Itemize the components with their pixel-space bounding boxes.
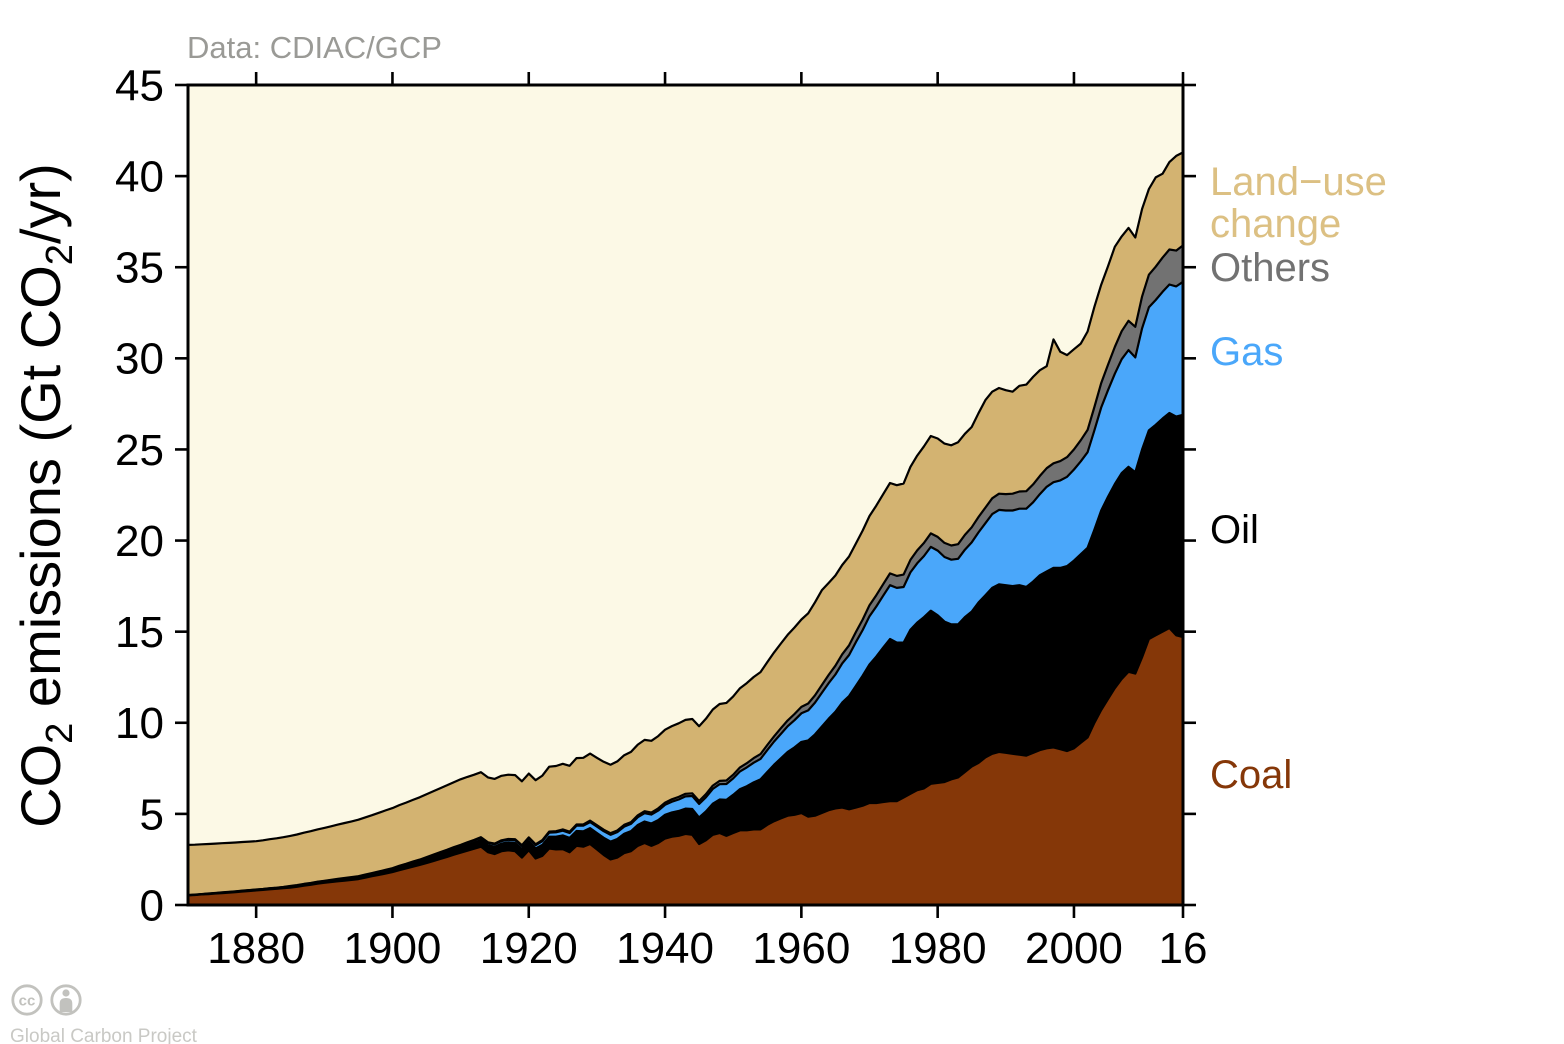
y-tick-label: 40 [115, 153, 164, 202]
x-tick-label: 1920 [480, 924, 578, 973]
svg-text:cc: cc [19, 992, 36, 1009]
area-gas [188, 281, 1183, 896]
attribution-icon [50, 984, 82, 1016]
x-tick-label: 1900 [344, 924, 442, 973]
y-tick-label: 5 [140, 790, 164, 839]
credit-text: Global Carbon Project [10, 1026, 197, 1044]
legend-label-coal: Coal [1210, 753, 1293, 798]
license-footer: cc Global Carbon Project [10, 982, 310, 1044]
cc-icon: cc [11, 984, 43, 1016]
y-tick-label: 25 [115, 426, 164, 475]
legend-label-land-use-change: Land−use change [1210, 161, 1387, 245]
area-coal [188, 628, 1183, 905]
y-tick-label: 35 [115, 244, 164, 293]
y-tick-label: 15 [115, 608, 164, 657]
x-tick-label: 2000 [1025, 924, 1123, 973]
x-tick-label: 1940 [616, 924, 714, 973]
data-source-label: Data: CDIAC/GCP [187, 30, 442, 65]
area-oil [188, 413, 1183, 896]
legend-label-others: Others [1210, 245, 1331, 290]
y-tick-label: 30 [115, 335, 164, 384]
legend-label-line: Land−use [1210, 159, 1387, 204]
boundary-coal [187, 626, 1184, 897]
y-tick-label: 10 [115, 699, 164, 748]
x-tick-label: 16 [1159, 924, 1208, 973]
boundary-land_use_change [187, 151, 1184, 846]
y-tick-label: 45 [115, 61, 164, 110]
legend-label-line: change [1210, 201, 1342, 246]
legend-label-gas: Gas [1210, 330, 1284, 375]
plot-frame [186, 83, 1185, 907]
x-tick-label: 1980 [889, 924, 987, 973]
area-land_use_change [188, 152, 1183, 895]
y-tick-label: 0 [140, 881, 164, 930]
boundary-others [187, 244, 1184, 897]
x-tick-label: 1880 [207, 924, 305, 973]
license-icons: cc [11, 984, 82, 1016]
legend-label-oil: Oil [1210, 507, 1259, 552]
y-tick-label: 20 [115, 517, 164, 566]
x-tick-label: 1960 [752, 924, 850, 973]
